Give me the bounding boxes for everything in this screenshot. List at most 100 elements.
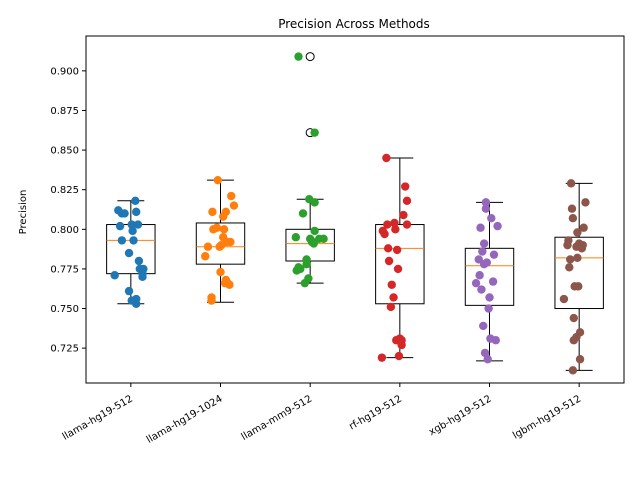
data-point: [124, 286, 134, 296]
iqr-box: [375, 224, 425, 305]
data-point: [574, 282, 583, 291]
data-point: [479, 321, 488, 331]
data-point: [296, 264, 305, 274]
plot-frame: [85, 35, 625, 384]
data-point: [310, 226, 319, 236]
data-point: [488, 277, 498, 286]
y-tick-label: 0.800: [50, 225, 79, 236]
data-point: [483, 355, 492, 364]
data-point: [575, 355, 585, 364]
data-point: [487, 214, 496, 223]
data-point: [208, 207, 217, 217]
data-point: [386, 302, 396, 312]
data-point: [310, 128, 319, 137]
data-point: [310, 198, 319, 207]
data-point: [219, 225, 229, 234]
y-axis-label: Precision: [18, 190, 29, 235]
data-point: [392, 245, 402, 255]
data-point: [120, 209, 129, 218]
data-point: [484, 304, 493, 313]
data-point: [565, 263, 574, 272]
data-point: [389, 293, 398, 302]
data-point: [402, 220, 412, 229]
points-llama-hg19-1024: [201, 175, 239, 305]
data-point: [377, 353, 387, 362]
data-point: [319, 234, 328, 244]
iqr-box: [554, 236, 604, 310]
data-point: [309, 239, 318, 248]
data-point: [390, 218, 399, 228]
data-point: [573, 253, 582, 263]
data-point: [401, 182, 410, 191]
data-point: [399, 210, 408, 220]
data-point: [569, 313, 578, 323]
data-point: [212, 223, 222, 232]
data-point: [127, 220, 136, 229]
iqr-box: [195, 222, 246, 265]
data-point: [566, 255, 575, 264]
data-point: [132, 299, 141, 308]
data-point: [559, 294, 569, 304]
data-point: [216, 267, 225, 277]
data-point: [291, 233, 301, 242]
data-point: [304, 274, 313, 283]
data-point: [134, 256, 144, 266]
data-point: [481, 204, 491, 213]
data-point: [475, 271, 484, 280]
data-point: [133, 220, 143, 229]
data-point: [221, 207, 231, 217]
outlier-point: [305, 52, 315, 62]
data-point: [477, 285, 486, 294]
data-point: [474, 255, 483, 264]
data-point: [480, 348, 490, 358]
data-point: [393, 264, 403, 274]
data-point: [110, 271, 119, 280]
data-point: [568, 214, 578, 223]
data-point: [566, 179, 576, 188]
points-lgbm-hg19-512: [559, 179, 590, 375]
data-point: [476, 223, 485, 232]
data-point: [493, 221, 502, 231]
data-point: [302, 259, 311, 269]
data-point: [481, 198, 491, 207]
data-point: [478, 247, 487, 256]
data-point: [564, 236, 573, 245]
points-rf-hg19-512: [377, 153, 412, 362]
data-point: [294, 52, 303, 61]
data-point: [397, 336, 406, 345]
data-point: [384, 256, 394, 266]
data-point: [485, 293, 494, 302]
data-point: [203, 242, 213, 251]
y-tick-label: 0.775: [50, 264, 79, 275]
data-point: [132, 207, 141, 217]
data-point: [380, 229, 389, 239]
data-point: [115, 221, 125, 231]
data-point: [383, 220, 392, 229]
data-point: [229, 201, 239, 210]
y-tick-label: 0.875: [50, 106, 79, 117]
data-point: [383, 244, 393, 253]
y-tick-label: 0.825: [50, 185, 79, 196]
data-point: [572, 332, 581, 342]
points-xgb-hg19-512: [471, 198, 502, 364]
data-point: [391, 225, 400, 234]
data-point: [124, 248, 134, 258]
data-point: [579, 223, 588, 232]
data-point: [227, 191, 236, 201]
data-point: [201, 252, 210, 261]
data-point: [213, 175, 223, 185]
chart-title: Precision Across Methods: [278, 17, 430, 31]
data-point: [139, 264, 148, 274]
y-tick-label: 0.750: [50, 304, 79, 315]
data-point: [581, 198, 590, 207]
data-point: [573, 228, 582, 237]
data-point: [402, 196, 412, 205]
data-point: [138, 272, 147, 282]
data-point: [382, 153, 391, 163]
data-point: [471, 278, 481, 288]
y-tick-label: 0.725: [50, 344, 79, 355]
data-point: [482, 258, 492, 267]
data-point: [226, 237, 235, 247]
y-tick-label: 0.850: [50, 146, 79, 157]
